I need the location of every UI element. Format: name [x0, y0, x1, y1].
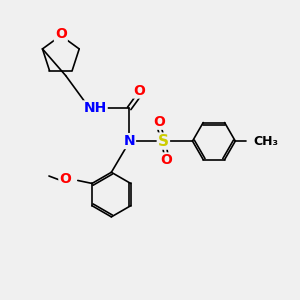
Text: CH₃: CH₃	[253, 135, 278, 148]
Text: N: N	[123, 134, 135, 148]
Text: O: O	[153, 115, 165, 129]
Text: S: S	[158, 134, 169, 148]
Text: O: O	[59, 172, 71, 186]
Text: O: O	[134, 84, 146, 98]
Text: O: O	[55, 27, 67, 41]
Text: NH: NH	[83, 101, 106, 116]
Text: O: O	[160, 153, 172, 167]
